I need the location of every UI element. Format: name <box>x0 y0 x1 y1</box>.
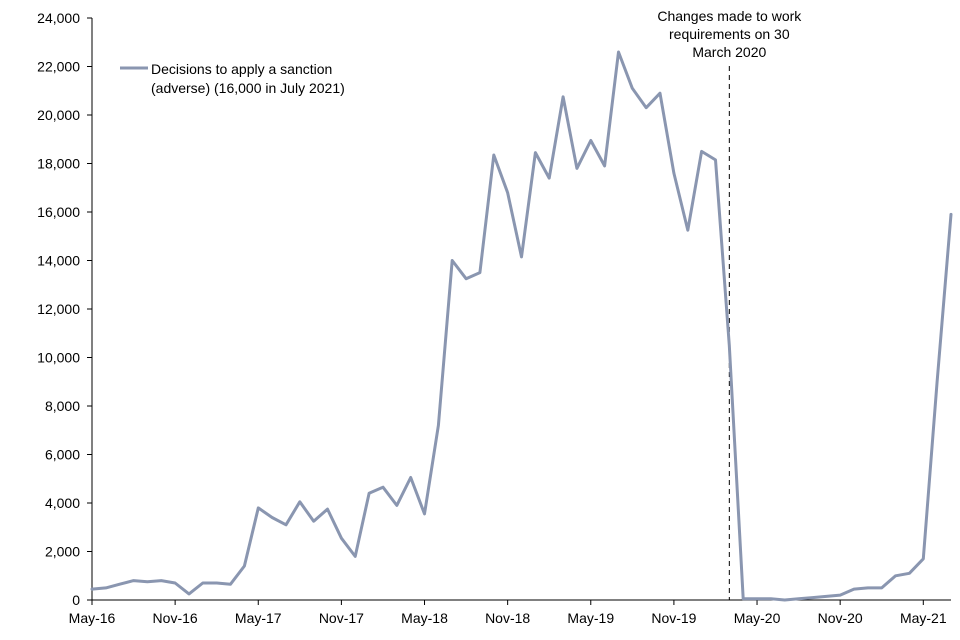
y-tick-label: 6,000 <box>45 447 80 463</box>
y-tick-label: 14,000 <box>37 253 80 269</box>
x-tick-label: May-16 <box>69 610 116 626</box>
x-tick-label: May-17 <box>235 610 282 626</box>
y-tick-label: 20,000 <box>37 107 80 123</box>
annotation: Changes made to work requirements on 30 … <box>657 8 802 600</box>
y-tick-label: 22,000 <box>37 59 80 75</box>
y-axis-ticks: 0 2,000 4,000 6,000 8,000 10,000 12,000 14,000 1… <box>37 10 92 608</box>
x-tick-label: May-19 <box>567 610 614 626</box>
y-tick-label: 18,000 <box>37 156 80 172</box>
annotation-text-line-2: requirements on 30 <box>669 26 790 42</box>
legend: Decisions to apply a sanction (adverse) … <box>120 61 345 96</box>
legend-label-line-2: (adverse) (16,000 in July 2021) <box>151 80 345 96</box>
annotation-text-line-1: Changes made to work <box>657 8 802 24</box>
y-tick-label: 8,000 <box>45 398 80 414</box>
x-tick-label: May-20 <box>734 610 781 626</box>
y-tick-label: 4,000 <box>45 495 80 511</box>
y-tick-label: 24,000 <box>37 10 80 26</box>
y-tick-label: 16,000 <box>37 204 80 220</box>
y-tick-label: 10,000 <box>37 350 80 366</box>
y-tick-label: 0 <box>72 592 80 608</box>
x-axis-ticks: May-16 Nov-16 May-17 Nov-17 May-18 Nov-18 May-… <box>69 600 947 626</box>
x-tick-label: May-18 <box>401 610 448 626</box>
x-tick-label: May-21 <box>900 610 947 626</box>
x-tick-label: Nov-18 <box>485 610 530 626</box>
x-tick-label: Nov-20 <box>818 610 863 626</box>
x-tick-label: Nov-19 <box>651 610 696 626</box>
x-tick-label: Nov-16 <box>153 610 198 626</box>
legend-label-line-1: Decisions to apply a sanction <box>151 61 332 77</box>
y-tick-label: 12,000 <box>37 301 80 317</box>
series-line-sanction-decisions <box>90 50 953 602</box>
axes <box>91 18 951 601</box>
annotation-text-line-3: March 2020 <box>692 44 766 60</box>
x-tick-label: Nov-17 <box>319 610 364 626</box>
y-tick-label: 2,000 <box>45 544 80 560</box>
